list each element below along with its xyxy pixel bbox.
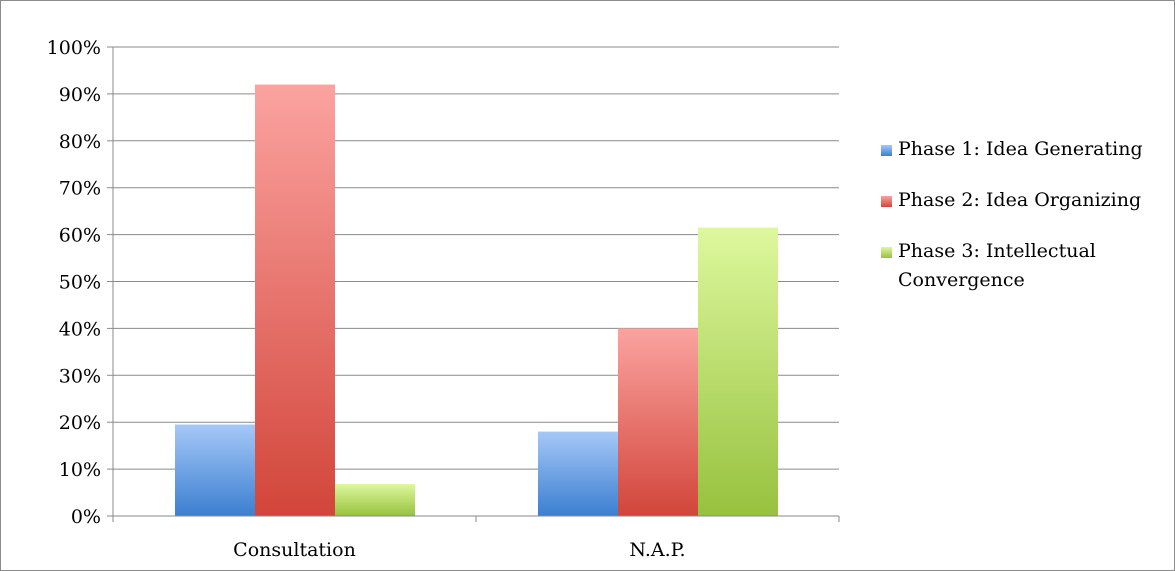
legend-swatch-phase-3 <box>881 247 892 258</box>
x-category-label: Consultation <box>233 539 356 561</box>
legend-item-phase-3: Phase 3: Intellectual Convergence <box>881 237 1171 295</box>
y-tick-label: 100% <box>47 37 101 59</box>
y-tick-label: 0% <box>71 506 101 528</box>
x-category-label: N.A.P. <box>629 539 685 561</box>
legend-label-phase-2: Phase 2: Idea Organizing <box>898 189 1142 211</box>
bar-series-3-n-a-p <box>698 227 778 516</box>
legend-swatch-phase-1 <box>881 145 892 156</box>
legend-label-phase-1: Phase 1: Idea Generating <box>898 138 1143 160</box>
y-tick-label: 30% <box>59 365 101 387</box>
bar-series-1-n-a-p <box>538 431 618 516</box>
bar-series-2-consultation <box>255 84 335 517</box>
legend-swatch-phase-2 <box>881 196 892 207</box>
bar-series-1-consultation <box>175 424 255 516</box>
y-tick-label: 50% <box>59 272 101 294</box>
y-tick-label: 60% <box>59 225 101 247</box>
legend-item-phase-1: Phase 1: Idea Generating <box>881 135 1171 164</box>
y-tick-label: 40% <box>59 318 101 340</box>
legend: Phase 1: Idea Generating Phase 2: Idea O… <box>881 135 1171 317</box>
y-tick-label: 20% <box>59 412 101 434</box>
x-axis-category-labels: Consultation N.A.P. <box>233 539 685 561</box>
legend-item-phase-2: Phase 2: Idea Organizing <box>881 186 1171 215</box>
bar-series-3-consultation <box>335 484 415 516</box>
y-tick-label: 10% <box>59 459 101 481</box>
bar-series-2-n-a-p <box>618 328 698 516</box>
y-tick-label: 70% <box>59 178 101 200</box>
legend-label-phase-3: Phase 3: Intellectual Convergence <box>898 240 1096 291</box>
y-tick-label: 80% <box>59 131 101 153</box>
bars <box>175 84 778 517</box>
y-tick-label: 90% <box>59 84 101 106</box>
axes <box>112 47 840 522</box>
y-axis-tick-labels: 0% 10% 20% 30% 40% 50% 60% 70% 80% 90% 100% <box>47 37 101 528</box>
